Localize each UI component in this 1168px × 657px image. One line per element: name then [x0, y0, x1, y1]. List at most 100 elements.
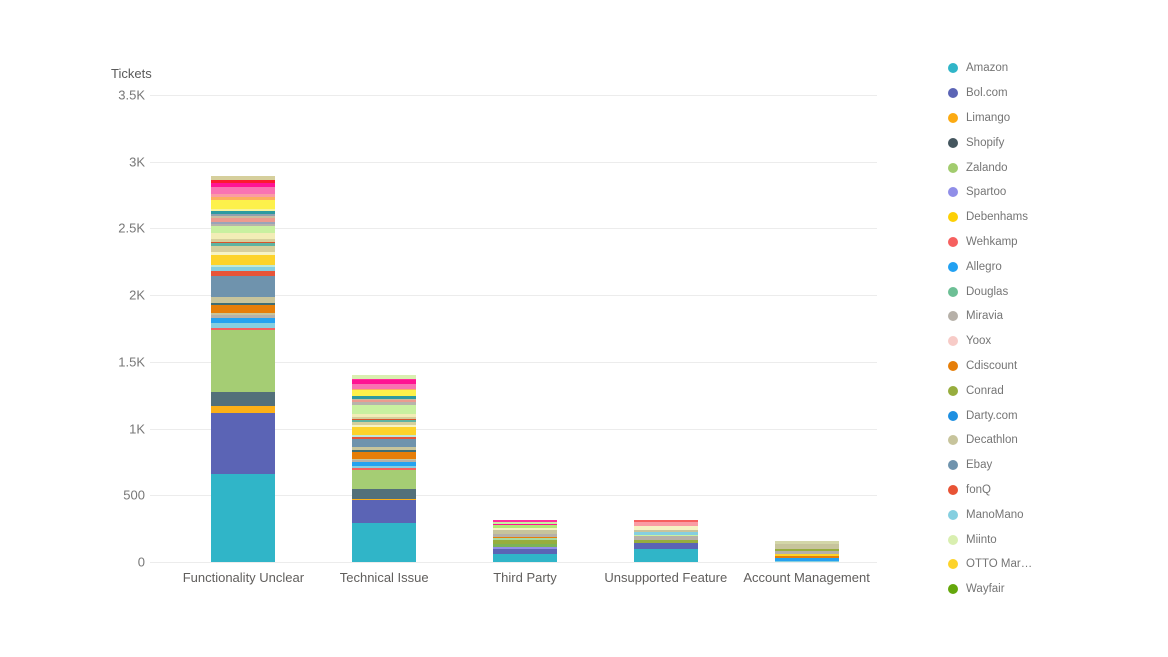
legend-item-cdiscount[interactable]: Cdiscount [948, 354, 1032, 379]
legend-item-spartoo[interactable]: Spartoo [948, 180, 1032, 205]
bar-segment-allegro[interactable] [211, 317, 276, 323]
bar-segment[interactable] [352, 422, 417, 426]
bar-segment-manomano[interactable] [211, 266, 276, 272]
bar-segment[interactable] [352, 414, 417, 418]
bar-segment-fonq[interactable] [211, 271, 276, 276]
bar-segment[interactable] [493, 528, 557, 531]
bar-segment[interactable] [352, 402, 417, 406]
bar-segment[interactable] [211, 243, 276, 247]
bar-segment-miinto[interactable] [352, 375, 417, 380]
bar-segment[interactable] [211, 182, 276, 188]
bar-segment[interactable] [211, 246, 276, 253]
bar-segment-manomano[interactable] [211, 322, 276, 328]
bar-segment-decathlon[interactable] [352, 447, 417, 451]
bar-segment[interactable] [633, 526, 698, 531]
bar-segment-amazon[interactable] [493, 554, 557, 562]
bar-segment[interactable] [352, 420, 417, 423]
bar-segment[interactable] [352, 396, 417, 400]
bar-segment-otto-mar-[interactable] [352, 427, 417, 436]
bar-segment-cdiscount[interactable] [493, 537, 557, 539]
bar-segment-wehkamp[interactable] [352, 468, 417, 471]
bar-segment-amazon[interactable] [352, 523, 417, 562]
bar-segment-miravia[interactable] [493, 534, 557, 538]
bar-segment-miinto[interactable] [211, 225, 276, 233]
bar-segment-shopify[interactable] [352, 489, 417, 500]
bar-segment-otto-mar-[interactable] [774, 554, 839, 557]
bar-segment-douglas[interactable] [493, 538, 557, 541]
bar-account-management[interactable] [774, 541, 839, 562]
bar-third-party[interactable] [493, 520, 557, 562]
legend-item-debenhams[interactable]: Debenhams [948, 205, 1032, 230]
bar-segment[interactable] [211, 223, 276, 226]
bar-segment-amazon[interactable] [633, 549, 698, 562]
bar-segment-decathlon[interactable] [493, 530, 557, 535]
bar-segment[interactable] [352, 380, 417, 385]
bar-technical-issue[interactable] [352, 375, 417, 562]
bar-segment-manomano[interactable] [352, 466, 417, 469]
bar-unsupported-feature[interactable] [633, 520, 698, 562]
bar-segment-zalando[interactable] [211, 330, 276, 392]
bar-segment-spartoo[interactable] [493, 547, 557, 550]
legend-item-otto-mar-[interactable]: OTTO Mar… [948, 552, 1032, 577]
bar-segment-decathlon[interactable] [211, 312, 276, 315]
bar-segment-miinto[interactable] [493, 522, 557, 525]
bar-segment-cdiscount[interactable] [774, 556, 839, 559]
bar-segment[interactable] [352, 425, 417, 428]
bar-segment-conrad[interactable] [774, 549, 839, 552]
bar-segment[interactable] [211, 187, 276, 195]
bar-segment-limango[interactable] [352, 499, 417, 501]
bar-segment-bol-com[interactable] [352, 500, 417, 524]
legend-item-zalando[interactable]: Zalando [948, 155, 1032, 180]
bar-segment-bol-com[interactable] [211, 413, 276, 474]
bar-segment-manomano[interactable] [633, 532, 698, 536]
legend-item-conrad[interactable]: Conrad [948, 378, 1032, 403]
bar-segment-shopify[interactable] [211, 391, 276, 407]
bar-segment-douglas[interactable] [352, 435, 417, 438]
bar-segment-allegro[interactable] [774, 558, 839, 561]
bar-segment-douglas[interactable] [211, 264, 276, 267]
bar-segment-decathlon[interactable] [352, 458, 417, 461]
bar-segment[interactable] [211, 241, 276, 244]
legend-item-wehkamp[interactable]: Wehkamp [948, 230, 1032, 255]
bar-segment-cdiscount[interactable] [211, 305, 276, 313]
legend-item-yoox[interactable]: Yoox [948, 329, 1032, 354]
legend-item-allegro[interactable]: Allegro [948, 254, 1032, 279]
bar-segment[interactable] [211, 214, 276, 217]
legend-item-miinto[interactable]: Miinto [948, 527, 1032, 552]
bar-segment-miravia[interactable] [633, 536, 698, 541]
bar-segment-decathlon[interactable] [211, 296, 276, 304]
bar-segment[interactable] [211, 209, 276, 212]
bar-segment[interactable] [211, 238, 276, 242]
legend-item-darty-com[interactable]: Darty.com [948, 403, 1032, 428]
bar-segment-zalando[interactable] [352, 470, 417, 490]
legend-item-ebay[interactable]: Ebay [948, 453, 1032, 478]
bar-segment-debenhams[interactable] [352, 390, 417, 397]
bar-segment[interactable] [211, 221, 276, 224]
bar-segment-conrad[interactable] [493, 540, 557, 544]
bar-segment-manomano[interactable] [774, 560, 839, 562]
bar-segment[interactable] [352, 419, 417, 421]
legend-item-miravia[interactable]: Miravia [948, 304, 1032, 329]
bar-segment-bol-com[interactable] [633, 543, 698, 550]
bar-segment-ebay[interactable] [211, 275, 276, 297]
bar-segment-miinto[interactable] [352, 405, 417, 415]
bar-segment-wehkamp[interactable] [633, 520, 698, 523]
bar-segment-amazon[interactable] [211, 473, 276, 562]
bar-segment[interactable] [211, 232, 276, 239]
bar-segment-zalando[interactable] [493, 543, 557, 548]
bar-segment-allegro[interactable] [352, 462, 417, 467]
bar-segment-decathlon[interactable] [633, 530, 698, 533]
bar-segment[interactable] [211, 194, 276, 198]
bar-segment[interactable] [352, 400, 417, 403]
legend-item-wayfair[interactable]: Wayfair [948, 577, 1032, 602]
bar-segment[interactable] [211, 197, 276, 200]
bar-segment[interactable] [211, 211, 276, 215]
legend-item-bol-com[interactable]: Bol.com [948, 81, 1032, 106]
bar-segment-miravia[interactable] [211, 314, 276, 318]
bar-segment-miravia[interactable] [774, 551, 839, 555]
bar-segment[interactable] [493, 524, 557, 526]
bar-segment-shopify[interactable] [211, 303, 276, 306]
bar-segment-otto-mar-[interactable] [211, 254, 276, 265]
legend-item-shopify[interactable]: Shopify [948, 130, 1032, 155]
legend-item-manomano[interactable]: ManoMano [948, 502, 1032, 527]
